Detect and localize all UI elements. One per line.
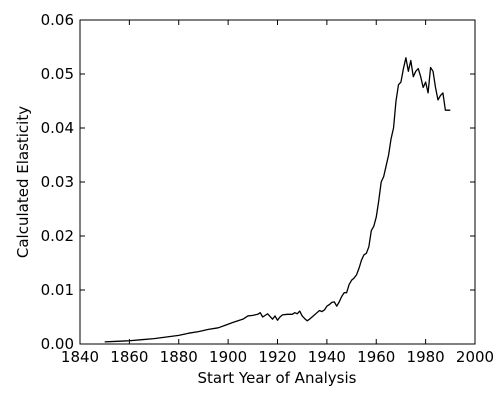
x-tick-label: 1860 xyxy=(110,348,148,366)
x-tick-label: 2000 xyxy=(456,348,494,366)
y-tick-label: 0.00 xyxy=(41,335,74,353)
series-line xyxy=(104,57,451,343)
x-tick-label: 1880 xyxy=(160,348,198,366)
x-tick-label: 1900 xyxy=(209,348,247,366)
x-tick-label: 1980 xyxy=(407,348,445,366)
y-axis-tick-labels: 0.00 0.01 0.02 0.03 0.04 0.05 0.06 xyxy=(41,11,74,353)
y-tick-label: 0.05 xyxy=(41,65,74,83)
x-tick-label: 1960 xyxy=(357,348,395,366)
y-axis-label: Calculated Elasticity xyxy=(14,106,32,258)
y-tick-label: 0.06 xyxy=(41,11,74,29)
x-axis-label: Start Year of Analysis xyxy=(198,369,357,387)
y-tick-label: 0.03 xyxy=(41,173,74,191)
plot-frame xyxy=(79,19,476,345)
x-tick-label: 1940 xyxy=(308,348,346,366)
x-tick-label: 1840 xyxy=(61,348,99,366)
y-axis-ticks xyxy=(80,19,475,345)
x-axis-tick-labels: 1840 1860 1880 1900 1920 1940 1960 1980 2000 xyxy=(61,348,494,366)
y-tick-label: 0.04 xyxy=(41,119,74,137)
x-tick-label: 1920 xyxy=(258,348,296,366)
x-axis-ticks xyxy=(79,20,476,344)
y-tick-label: 0.01 xyxy=(41,281,74,299)
y-tick-label: 0.02 xyxy=(41,227,74,245)
